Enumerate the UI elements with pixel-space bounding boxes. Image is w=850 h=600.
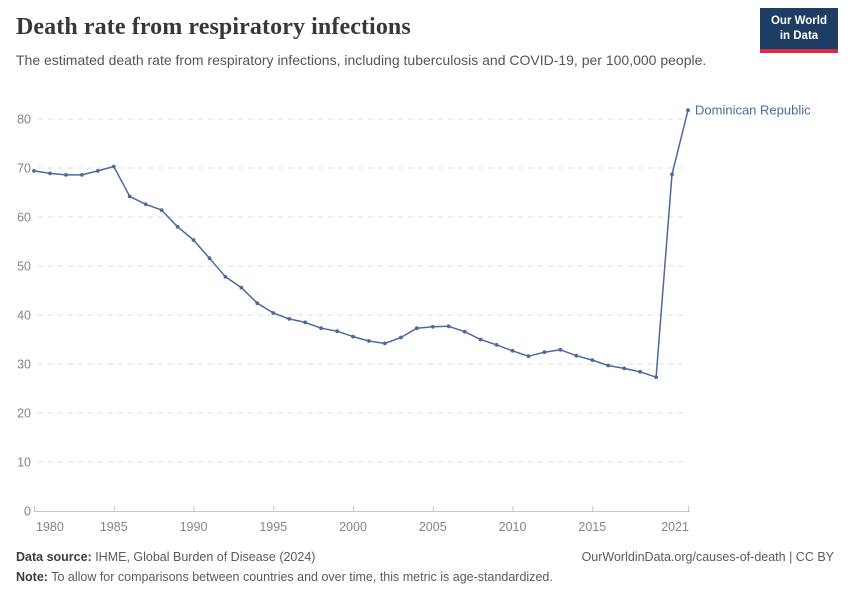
data-point <box>80 173 84 177</box>
data-point <box>143 202 148 207</box>
data-point <box>670 172 674 177</box>
data-point <box>462 329 467 334</box>
y-axis-tick-label: 0 <box>24 505 31 519</box>
data-point <box>319 326 323 331</box>
y-axis-tick-label: 80 <box>17 113 31 127</box>
x-axis-tick-label: 2021 <box>661 520 689 534</box>
owid-logo[interactable]: Our World in Data <box>760 8 838 54</box>
data-point <box>239 285 244 290</box>
data-point <box>494 343 499 347</box>
y-axis-tick-label: 70 <box>17 162 31 176</box>
data-point <box>271 311 276 315</box>
x-axis-tick-label: 2000 <box>339 520 367 534</box>
chart-subtitle: The estimated death rate from respirator… <box>16 52 707 68</box>
data-point <box>383 341 387 346</box>
note-text: To allow for comparisons between countri… <box>47 570 553 585</box>
data-point <box>478 337 483 342</box>
data-source-label: Data source: <box>16 549 92 564</box>
x-axis-tick-label: 1990 <box>180 520 208 534</box>
owid-url-link[interactable]: OurWorldinData.org/causes-of-death | CC … <box>581 549 834 564</box>
data-point <box>64 173 68 177</box>
chart-footer: Data source: IHME, Global Burden of Dise… <box>16 547 834 588</box>
data-point <box>351 334 355 339</box>
data-source: Data source: IHME, Global Burden of Dise… <box>16 547 315 568</box>
data-point <box>542 350 547 355</box>
data-point <box>175 224 180 229</box>
x-axis-tick-label: 2010 <box>499 520 527 534</box>
page-title: Death rate from respiratory infections <box>16 14 411 40</box>
data-point <box>510 348 515 353</box>
data-point <box>111 164 116 169</box>
data-point <box>287 317 292 321</box>
data-point <box>335 329 339 334</box>
note-label: Note: <box>16 570 48 585</box>
data-point <box>686 108 690 113</box>
y-axis-tick-label: 10 <box>17 456 31 470</box>
y-axis-tick-label: 40 <box>17 309 31 323</box>
data-point <box>654 375 658 380</box>
y-axis-tick-label: 60 <box>17 211 31 225</box>
note: Note: To allow for comparisons between c… <box>16 570 553 584</box>
chart-header: Death rate from respiratory infections T… <box>16 14 756 71</box>
data-point <box>446 324 451 329</box>
data-point <box>574 353 579 358</box>
data-point <box>159 208 164 213</box>
data-point <box>622 366 627 371</box>
x-axis-tick-label: 2005 <box>419 520 447 534</box>
data-point <box>95 169 100 173</box>
x-axis-tick-label: 1985 <box>100 520 128 534</box>
series-end-label: Dominican Republic <box>695 103 811 118</box>
data-point <box>127 194 132 199</box>
y-axis-tick-label: 30 <box>17 358 31 372</box>
data-point <box>590 358 595 362</box>
y-axis-tick-label: 20 <box>17 407 31 421</box>
data-point <box>32 169 36 173</box>
data-point <box>223 274 228 279</box>
data-point <box>191 238 196 242</box>
data-source-text: IHME, Global Burden of Disease (2024) <box>91 549 316 564</box>
x-axis-tick-label: 1980 <box>36 520 64 534</box>
data-point <box>367 339 371 343</box>
data-line <box>33 110 689 378</box>
data-point <box>526 354 531 359</box>
data-point <box>430 324 435 329</box>
data-point <box>558 347 563 352</box>
data-point <box>255 301 260 306</box>
owid-logo-line2: in Data <box>779 30 819 43</box>
y-axis-tick-label: 50 <box>17 260 31 274</box>
data-point <box>48 171 52 176</box>
data-point <box>207 256 212 261</box>
data-point <box>399 335 403 340</box>
x-axis-tick-label: 2015 <box>578 520 606 534</box>
data-point <box>303 320 308 325</box>
data-point <box>414 326 419 331</box>
data-point <box>638 369 642 374</box>
owid-logo-line1: Our World <box>770 15 827 27</box>
data-point <box>606 363 611 368</box>
x-axis-tick-label: 1995 <box>259 520 287 534</box>
